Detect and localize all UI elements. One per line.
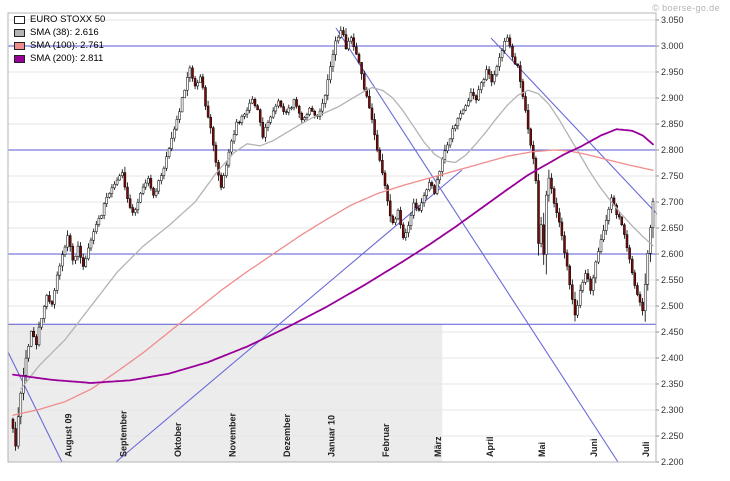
svg-text:2.350: 2.350 <box>661 379 684 389</box>
legend-label: SMA (200): 2.811 <box>30 53 104 64</box>
svg-text:2.600: 2.600 <box>661 249 684 259</box>
legend-label: EURO STOXX 50 <box>30 14 106 25</box>
watermark: © boerse-go.de <box>652 3 720 13</box>
sma100-swatch-icon <box>14 41 25 50</box>
svg-text:2.650: 2.650 <box>661 223 684 233</box>
legend-item-sma100: SMA (100): 2.761 <box>14 39 105 52</box>
sma-lines-layer <box>12 86 654 416</box>
svg-text:2.850: 2.850 <box>661 119 684 129</box>
svg-text:2.200: 2.200 <box>661 457 684 467</box>
svg-text:August 09: August 09 <box>64 413 74 457</box>
svg-text:Oktober: Oktober <box>173 422 183 457</box>
svg-text:2.800: 2.800 <box>661 145 684 155</box>
y-axis: 3.050 3.000 2.950 2.900 2.850 2.800 2.750 2.700… <box>656 15 684 467</box>
plot-border <box>7 12 657 463</box>
legend-item-sma200: SMA (200): 2.811 <box>14 52 105 65</box>
candlestick-series-icon <box>14 15 25 24</box>
svg-text:2.700: 2.700 <box>661 197 684 207</box>
svg-text:Dezember: Dezember <box>282 413 292 457</box>
svg-text:September: September <box>118 410 128 457</box>
svg-text:2.450: 2.450 <box>661 327 684 337</box>
svg-text:2.900: 2.900 <box>661 93 684 103</box>
svg-text:November: November <box>228 412 238 457</box>
support-zone <box>8 324 443 462</box>
trendlines-layer <box>7 27 658 463</box>
legend: EURO STOXX 50 SMA (38): 2.616 SMA (100):… <box>14 13 105 65</box>
svg-text:Februar: Februar <box>381 423 391 457</box>
x-axis: August 09 September Oktober November Dezembe… <box>64 410 652 457</box>
svg-text:März: März <box>433 436 443 457</box>
svg-text:2.400: 2.400 <box>661 353 684 363</box>
svg-text:3.000: 3.000 <box>661 41 684 51</box>
svg-text:Mai: Mai <box>537 442 547 457</box>
sma200-swatch-icon <box>14 54 25 63</box>
svg-text:2.750: 2.750 <box>661 171 684 181</box>
legend-item-sma38: SMA (38): 2.616 <box>14 26 105 39</box>
svg-text:2.550: 2.550 <box>661 275 684 285</box>
svg-text:3.050: 3.050 <box>661 15 684 25</box>
svg-text:2.950: 2.950 <box>661 67 684 77</box>
svg-text:Januar 10: Januar 10 <box>326 415 336 457</box>
svg-text:2.500: 2.500 <box>661 301 684 311</box>
legend-label: SMA (100): 2.761 <box>30 40 104 51</box>
sma38-swatch-icon <box>14 28 25 37</box>
svg-text:2.250: 2.250 <box>661 431 684 441</box>
support-resistance-lines <box>8 45 656 325</box>
svg-text:2.300: 2.300 <box>661 405 684 415</box>
svg-text:Juli: Juli <box>641 441 651 457</box>
svg-text:Juni: Juni <box>589 438 599 457</box>
legend-item-eurostoxx: EURO STOXX 50 <box>14 13 105 26</box>
svg-text:April: April <box>485 436 495 457</box>
candles-layer <box>11 26 655 451</box>
legend-label: SMA (38): 2.616 <box>30 27 99 38</box>
